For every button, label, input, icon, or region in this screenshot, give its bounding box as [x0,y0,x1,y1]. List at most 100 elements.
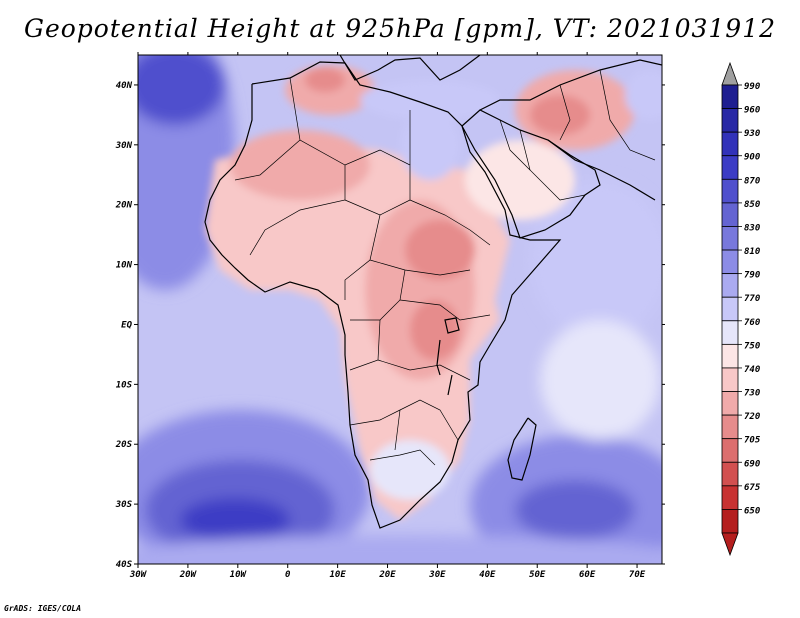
caspian-field [625,70,662,120]
lat-tick-label: 40S [116,560,133,570]
colorbar-swatch [721,178,739,204]
colorbar-swatch [721,343,739,369]
colorbar-swatch [721,202,739,227]
colorbar-label: 770 [744,294,761,304]
border-line [519,129,586,201]
iran-coastline [547,139,656,201]
lake-victoria [444,317,460,334]
lon-tick-label: 70E [629,570,646,580]
colorbar-swatch [721,438,739,463]
lon-tick-label: 0 [285,570,291,580]
political-borders [234,69,656,466]
colorbar-swatch [721,509,739,534]
sudan-core [405,220,475,280]
border-line [499,119,531,171]
europe-coastline [339,55,481,81]
lon-tick-label: 20W [179,570,198,580]
lat-tick-label: 30N [115,141,133,151]
colorbar-label: 850 [744,200,761,210]
map-frame [137,54,663,565]
africa-coastline [204,61,562,529]
lon-tick-label: 60E [579,570,596,580]
lon-tick-label: 30E [428,570,446,580]
colorbar-label: 790 [744,271,761,281]
lat-tick-label: 10N [116,261,133,271]
arabian-sea-field [530,180,662,340]
border-line [350,269,406,321]
colorbar-label: 870 [744,176,761,186]
lon-tick-label: 20E [378,570,396,580]
border-line [234,139,301,181]
colorbar-swatch [721,367,739,392]
arabia-field [465,140,575,220]
colorbar-swatch [721,84,739,109]
sahara-field [230,130,370,200]
south-atlantic-high-core [180,498,290,542]
maghreb-core [305,68,345,92]
colorbar-swatch [721,155,739,180]
colorbar-swatch [721,226,739,251]
north-atlantic-high-core [138,55,225,125]
colorbar-label: 690 [744,459,761,469]
border-line [249,165,346,256]
colorbar-swatch [721,320,739,345]
border-line [369,449,436,466]
colorbar-label: 810 [744,247,761,257]
lat-tick-label: 10S [116,380,133,390]
border-line [409,199,491,246]
south-africa-field [370,440,450,500]
lat-tick-label: 20S [115,440,133,450]
border-line [349,399,459,441]
border-line [599,69,656,161]
colorbar-label: 990 [744,82,761,92]
mediterranean-field [360,80,500,120]
arabia-coastline [461,109,601,239]
lat-tick-label: EQ [121,320,132,330]
lat-tick-label: 20N [115,201,133,211]
lake-tanganyika [436,339,441,376]
colorbar-swatch [721,391,739,416]
colorbar-under-triangle [721,532,739,557]
colorbar-swatch [721,485,739,510]
lat-tick-label: 40N [116,81,133,91]
map-title: Geopotential Height at 925hPa [gpm], VT:… [23,14,777,43]
iran-core [530,95,590,135]
great-lakes-core [410,300,460,360]
colorbar-over-triangle [721,61,739,86]
border-line [394,409,401,451]
colorbar-swatch [721,461,739,487]
colorbar-label: 740 [744,365,761,375]
grads-credit: GrADS: IGES/COLA [4,604,82,613]
border-line [377,359,471,381]
colorbar-label: 760 [744,318,761,328]
colorbar: 990 960 930 900 870 850 830 810 790 770 760 750 740 7… [721,61,761,557]
border-line [344,214,381,300]
height-field [138,55,662,564]
indian-ocean-high-core [515,480,635,540]
colorbar-label: 830 [744,223,761,233]
egypt-field [400,110,460,180]
colorbar-swatch [721,296,739,322]
border-line [289,77,381,166]
colorbar-swatch [721,414,739,440]
colorbar-label: 650 [744,506,761,516]
colorbar-label: 960 [744,106,761,116]
lon-tick-label: 50E [529,570,546,580]
madagascar-coastline [507,417,537,481]
colorbar-swatch [721,273,739,298]
lake-malawi [447,374,453,396]
border-line [399,299,491,321]
lon-tick-label: 10E [329,570,346,580]
colorbar-swatch [721,108,739,133]
lon-tick-label: 10W [230,570,248,580]
colorbar-label: 705 [744,436,761,446]
colorbar-swatch [721,131,739,157]
colorbar-label: 930 [744,129,761,139]
border-line [369,259,471,276]
lat-tick-label: 30S [115,500,133,510]
tropical-indian-ocean-field [540,320,660,440]
lon-tick-label: 30W [129,570,148,580]
colorbar-label: 675 [744,483,761,493]
colorbar-label: 730 [744,389,761,399]
